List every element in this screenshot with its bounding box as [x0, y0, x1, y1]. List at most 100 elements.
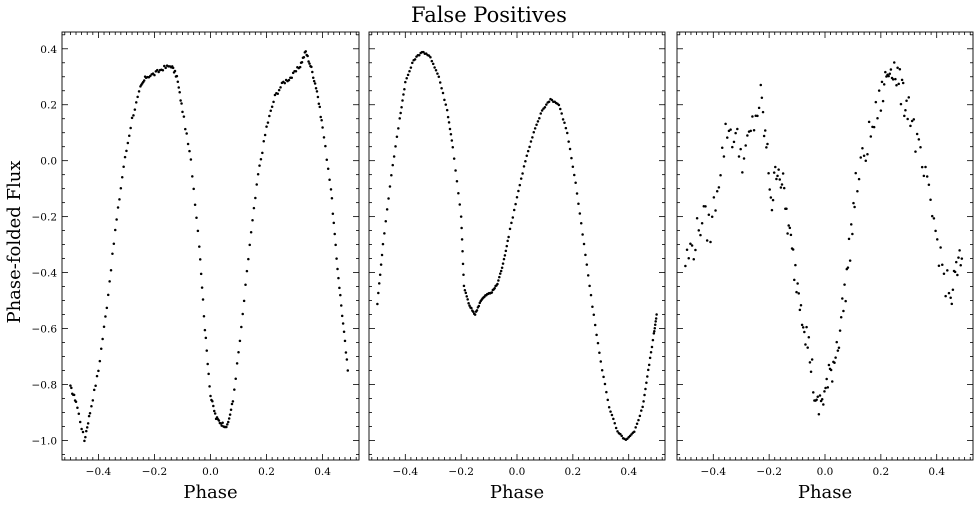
data-point — [315, 90, 319, 93]
data-point — [794, 263, 797, 267]
data-point — [927, 183, 931, 186]
data-point — [506, 239, 509, 243]
data-point — [320, 119, 323, 122]
data-point — [450, 139, 454, 142]
data-point — [129, 126, 132, 130]
data-point — [522, 165, 526, 168]
data-point — [692, 258, 695, 261]
data-point — [503, 254, 507, 257]
data-point — [418, 53, 421, 57]
x-axis-label: Phase — [798, 482, 852, 503]
data-point — [434, 68, 438, 72]
data-point — [508, 227, 512, 231]
data-point — [929, 198, 932, 201]
data-point — [105, 306, 109, 310]
data-point — [848, 259, 852, 262]
data-point — [457, 191, 460, 195]
data-point — [113, 228, 117, 232]
data-point — [84, 435, 87, 439]
data-point — [889, 68, 893, 71]
data-point — [341, 322, 345, 325]
data-point — [518, 183, 522, 187]
data-point — [283, 81, 286, 85]
data-point — [879, 109, 883, 112]
data-point — [573, 173, 576, 177]
data-point — [171, 66, 175, 70]
data-point — [903, 114, 906, 118]
data-point — [603, 382, 607, 386]
data-point — [695, 216, 699, 220]
data-point — [287, 78, 291, 82]
y-tick-label: −0.8 — [32, 379, 58, 391]
data-point — [724, 122, 727, 126]
data-point — [787, 224, 790, 227]
data-point — [762, 134, 766, 138]
data-point — [318, 105, 322, 109]
data-point — [312, 79, 316, 83]
data-point — [180, 102, 183, 105]
data-point — [779, 186, 783, 189]
data-point — [115, 218, 118, 221]
data-point — [841, 297, 844, 300]
data-point — [431, 62, 435, 66]
data-point — [378, 273, 382, 276]
data-point — [568, 147, 572, 151]
data-point — [80, 427, 83, 431]
data-point — [612, 417, 615, 421]
data-point — [433, 66, 436, 69]
data-point — [867, 120, 871, 124]
data-point — [642, 400, 645, 403]
data-point — [314, 87, 318, 90]
data-point — [298, 65, 302, 69]
data-point — [609, 410, 612, 413]
data-point — [900, 78, 904, 82]
data-point — [641, 405, 644, 409]
data-point — [493, 287, 496, 290]
data-point — [906, 117, 909, 121]
data-point — [332, 221, 336, 225]
data-point — [231, 400, 235, 403]
data-point — [715, 190, 719, 193]
data-point — [81, 430, 85, 434]
data-point — [196, 229, 200, 233]
data-point — [381, 242, 385, 246]
data-point — [709, 240, 712, 244]
data-point — [920, 165, 924, 169]
data-point — [837, 346, 841, 349]
data-point — [824, 386, 827, 390]
data-point — [607, 405, 611, 409]
data-point — [588, 284, 591, 288]
data-point — [853, 205, 856, 209]
data-point — [897, 82, 900, 86]
data-point — [774, 165, 777, 169]
data-point — [98, 359, 102, 363]
data-point — [464, 291, 468, 295]
data-point — [799, 303, 803, 307]
data-point — [538, 116, 541, 120]
data-point — [449, 133, 453, 136]
data-point — [817, 412, 821, 416]
data-point — [599, 360, 603, 363]
data-point — [156, 68, 159, 72]
data-point — [99, 347, 103, 351]
data-point — [922, 174, 926, 178]
data-point — [653, 329, 656, 333]
data-point — [654, 317, 658, 320]
data-point — [654, 320, 657, 323]
x-tick-label: −0.2 — [756, 466, 782, 478]
data-point — [582, 242, 586, 246]
data-point — [720, 146, 724, 149]
x-tick-label: 0.2 — [258, 466, 275, 478]
data-point — [413, 58, 417, 61]
data-point — [884, 70, 887, 74]
data-point — [446, 115, 450, 119]
data-point — [874, 100, 878, 104]
data-point — [409, 66, 413, 69]
data-point — [768, 188, 771, 191]
data-point — [942, 272, 946, 275]
data-point — [377, 282, 381, 285]
data-point — [752, 129, 756, 132]
data-point — [111, 252, 114, 255]
data-point — [221, 421, 224, 424]
data-point — [256, 173, 260, 176]
